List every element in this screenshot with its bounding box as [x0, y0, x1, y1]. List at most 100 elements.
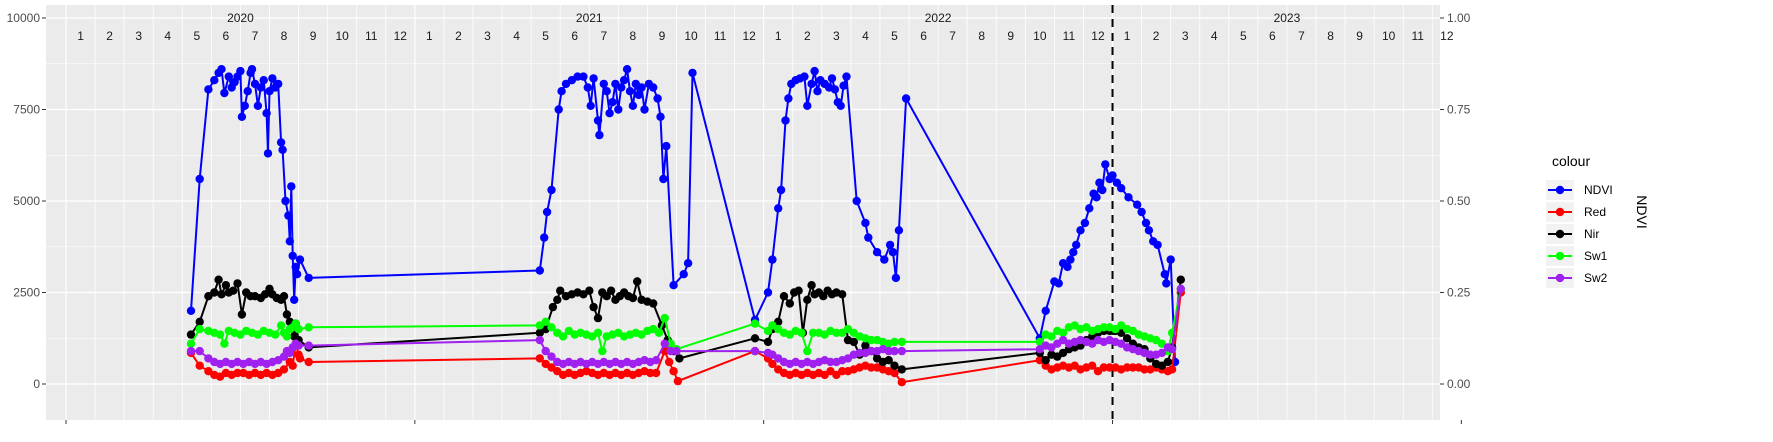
- series-ndvi: [186, 65, 1180, 367]
- data-point: [233, 368, 242, 378]
- month-label: 4: [862, 29, 869, 43]
- data-point: [247, 65, 257, 74]
- data-point: [634, 90, 643, 100]
- data-point: [542, 207, 552, 217]
- data-point: [1099, 363, 1109, 372]
- data-point: [224, 72, 233, 81]
- month-label: 9: [310, 29, 317, 43]
- month-label: 6: [223, 29, 230, 43]
- data-point: [1144, 226, 1154, 235]
- month-label: 4: [1211, 29, 1218, 43]
- month-label: 8: [1327, 29, 1334, 43]
- data-point: [884, 346, 893, 356]
- data-point: [547, 185, 556, 195]
- legend-key-point: [1555, 207, 1565, 217]
- data-point: [1041, 356, 1050, 365]
- data-point: [890, 361, 899, 370]
- data-point: [884, 356, 893, 365]
- data-point: [637, 83, 646, 92]
- month-label: 3: [484, 29, 491, 43]
- month-label: 1: [77, 29, 84, 43]
- data-point: [897, 346, 906, 356]
- axis-layer: 0 2500 5000 7500 10000 0.00 0.25 0.50 0.75 1.00: [7, 11, 1471, 424]
- data-point: [585, 286, 594, 295]
- data-point: [1153, 240, 1162, 250]
- month-label: 10: [684, 29, 698, 43]
- month-label: 2: [455, 29, 462, 43]
- data-point: [256, 83, 265, 92]
- data-point: [656, 112, 665, 122]
- month-label: 9: [1356, 29, 1363, 43]
- data-point: [651, 368, 661, 378]
- data-point: [593, 328, 603, 337]
- data-point: [1041, 306, 1050, 315]
- data-point: [573, 72, 582, 81]
- data-point: [628, 101, 638, 111]
- data-point: [669, 281, 678, 290]
- data-point: [750, 346, 760, 356]
- series-red: [186, 288, 1186, 387]
- data-point: [291, 262, 300, 272]
- data-point: [186, 330, 196, 339]
- data-point: [220, 339, 229, 348]
- data-point: [1146, 350, 1155, 359]
- data-point: [901, 94, 911, 103]
- data-point: [1166, 255, 1175, 264]
- month-label: 12: [1440, 29, 1454, 43]
- month-label: 7: [1298, 29, 1305, 43]
- y-right-tick-label: 0.50: [1447, 194, 1471, 208]
- month-label: 3: [833, 29, 840, 43]
- data-point: [605, 109, 614, 118]
- data-point: [237, 112, 247, 122]
- data-point: [1141, 218, 1151, 228]
- data-point: [675, 354, 684, 363]
- month-label: 1: [1124, 29, 1131, 43]
- data-point: [826, 357, 835, 367]
- data-point: [861, 341, 870, 350]
- month-label: 6: [920, 29, 927, 43]
- y-right-axis-title: NDVI: [1634, 195, 1650, 228]
- data-point: [195, 324, 204, 334]
- data-point: [750, 334, 760, 343]
- data-point: [614, 105, 623, 114]
- data-point: [665, 357, 674, 367]
- month-label: 11: [1063, 29, 1076, 43]
- data-point: [593, 116, 603, 125]
- data-point: [186, 306, 196, 315]
- data-point: [897, 337, 906, 347]
- data-point: [651, 356, 661, 365]
- data-point: [1080, 218, 1090, 228]
- data-point: [646, 368, 655, 378]
- data-point: [583, 83, 592, 92]
- data-point: [768, 359, 777, 369]
- series-sw2: [186, 284, 1186, 369]
- data-point: [779, 292, 789, 301]
- data-point: [271, 330, 280, 339]
- data-point: [284, 211, 293, 220]
- data-point: [1076, 226, 1085, 235]
- data-point: [186, 339, 196, 348]
- data-point: [547, 323, 556, 332]
- legend-label: Sw2: [1584, 271, 1608, 285]
- data-point: [1122, 334, 1132, 343]
- data-point: [279, 365, 289, 374]
- data-point: [276, 321, 286, 330]
- data-point: [282, 332, 292, 341]
- month-label: 10: [335, 29, 349, 43]
- data-point: [785, 299, 794, 308]
- data-point: [195, 317, 204, 326]
- data-point: [625, 87, 635, 96]
- data-point: [295, 255, 305, 264]
- data-point: [628, 293, 638, 303]
- data-point: [1140, 365, 1149, 374]
- data-point: [776, 185, 786, 195]
- month-label: 11: [365, 29, 378, 43]
- series-layer: [186, 5, 1186, 420]
- data-point: [867, 346, 876, 356]
- data-point: [195, 174, 204, 184]
- data-point: [867, 363, 876, 372]
- month-label: 2: [106, 29, 113, 43]
- data-point: [768, 255, 777, 264]
- data-point: [763, 288, 773, 297]
